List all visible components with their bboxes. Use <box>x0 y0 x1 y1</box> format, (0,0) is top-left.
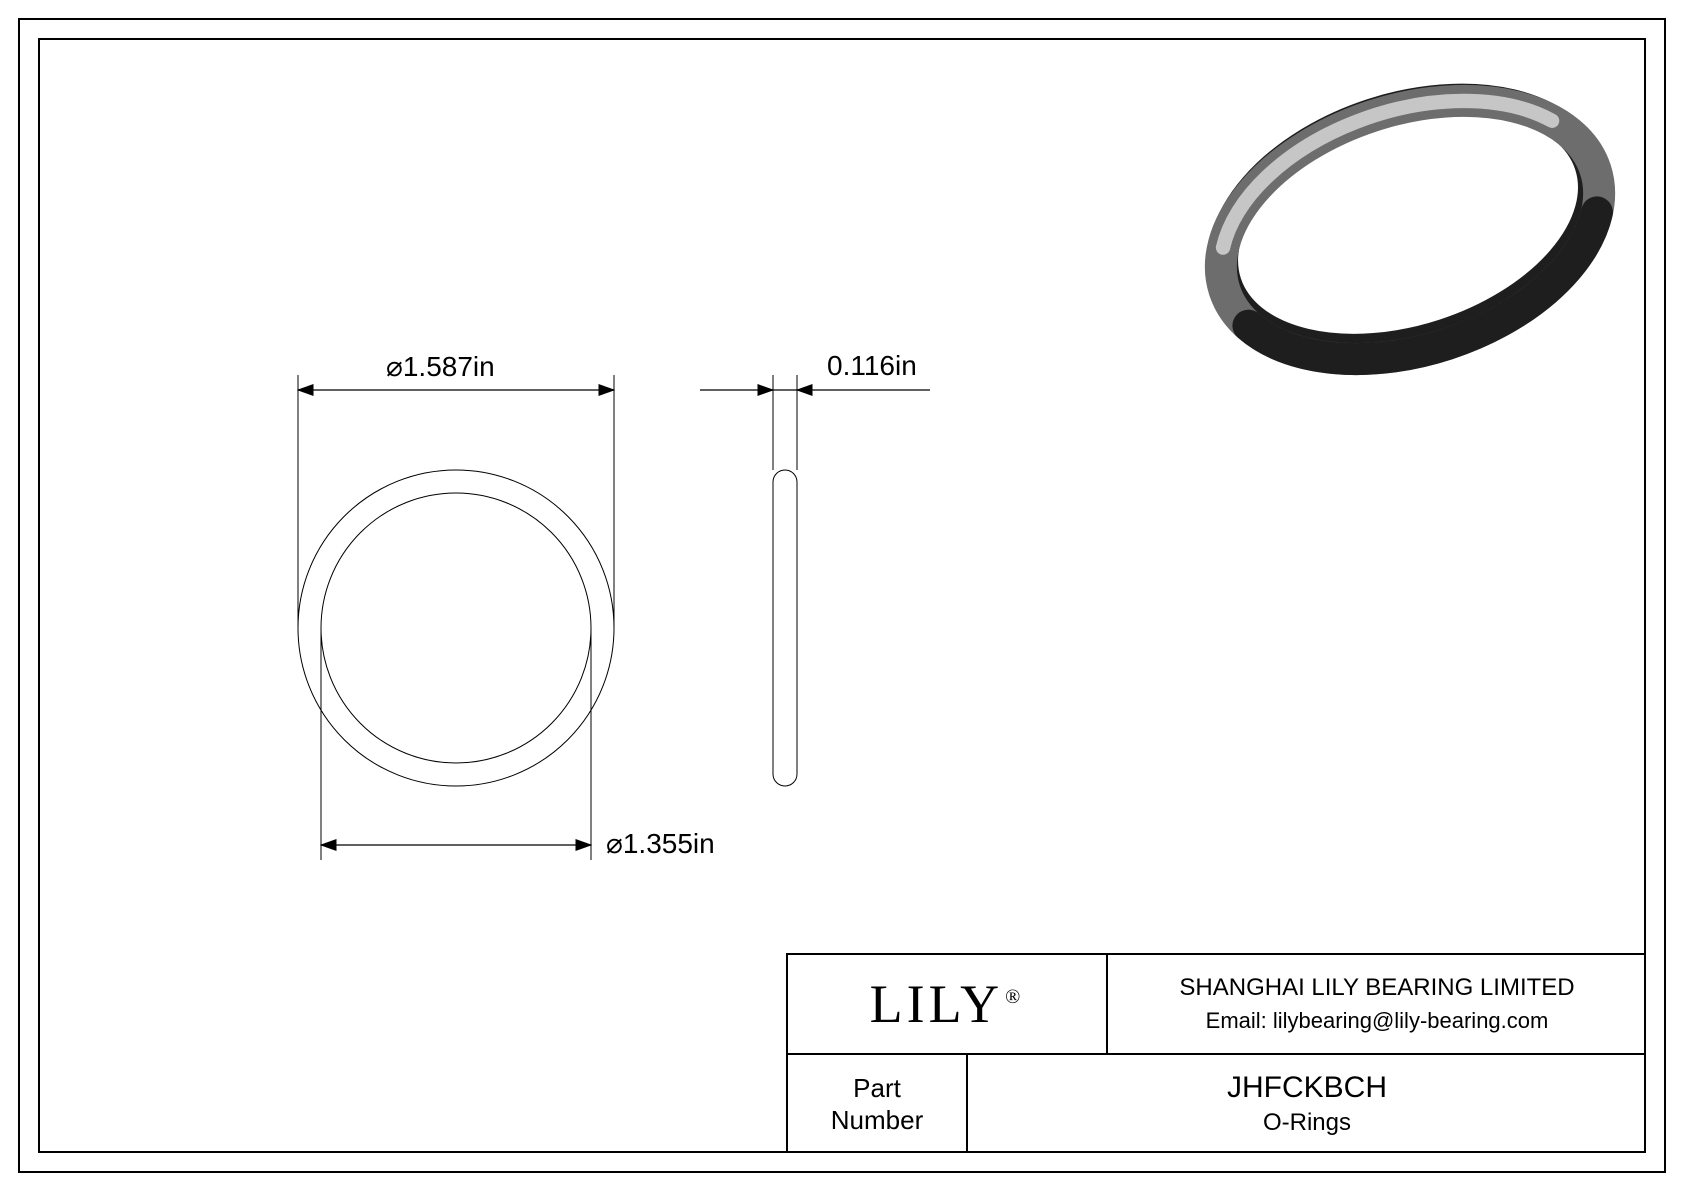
logo-word: LILY <box>870 974 1004 1034</box>
section-width-label: 0.116in <box>827 350 917 382</box>
company-cell: SHANGHAI LILY BEARING LIMITED Email: lil… <box>1108 955 1646 1053</box>
inner-diameter-label: ⌀1.355in <box>606 827 715 860</box>
outer-diameter-label: ⌀1.587in <box>386 350 495 383</box>
company-name: SHANGHAI LILY BEARING LIMITED <box>1179 974 1574 1002</box>
company-email: Email: lilybearing@lily-bearing.com <box>1206 1008 1549 1034</box>
registered-icon: ® <box>1005 986 1024 1008</box>
logo-text: LILY® <box>870 973 1025 1035</box>
part-number-cell: JHFCKBCH O-Rings <box>968 1055 1646 1153</box>
part-label-line2: Number <box>831 1104 923 1137</box>
title-block: LILY® SHANGHAI LILY BEARING LIMITED Emai… <box>786 953 1646 1153</box>
logo-cell: LILY® <box>788 955 1108 1053</box>
part-number-label-cell: Part Number <box>788 1055 968 1153</box>
part-code: JHFCKBCH <box>1227 1071 1387 1105</box>
part-label-line1: Part <box>853 1072 901 1105</box>
part-desc: O-Rings <box>1263 1109 1351 1137</box>
